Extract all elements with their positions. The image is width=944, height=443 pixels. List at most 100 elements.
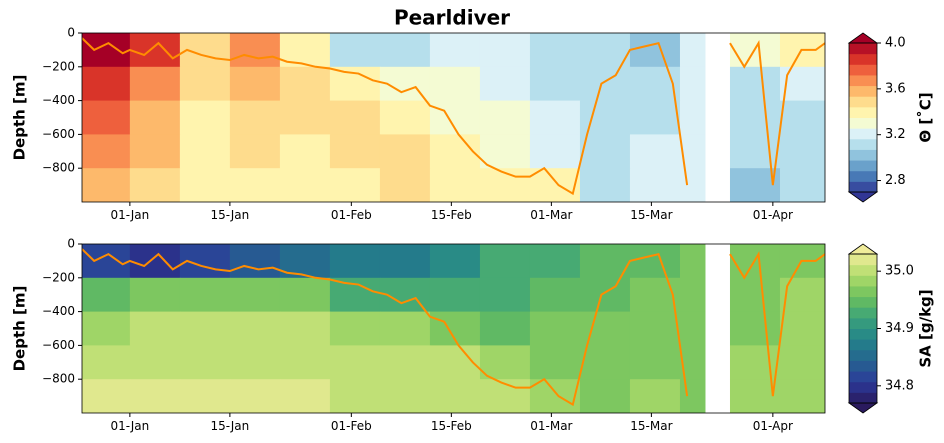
heat-cell xyxy=(579,345,631,380)
plot-frame xyxy=(81,32,826,203)
heat-cell xyxy=(529,345,581,380)
colorbar-step xyxy=(849,128,877,140)
heat-cell xyxy=(179,168,231,202)
heat-cell xyxy=(679,244,706,279)
heat-cell xyxy=(629,134,681,169)
heat-cell xyxy=(579,134,631,169)
heat-cell xyxy=(279,66,331,102)
heat-cell xyxy=(179,134,231,169)
heat-cell xyxy=(379,311,431,346)
heat-cell xyxy=(779,277,825,313)
colorbar-step xyxy=(849,64,877,76)
colorbar-step xyxy=(849,392,877,404)
colorbar-step xyxy=(849,96,877,108)
plot-area xyxy=(82,244,825,413)
heat-cell xyxy=(429,379,481,413)
mixed-layer-line xyxy=(82,248,689,407)
heat-cell xyxy=(679,168,706,202)
heat-cell xyxy=(729,66,781,102)
heat-cell xyxy=(82,33,131,68)
colorbar-step xyxy=(849,328,877,340)
heat-cell xyxy=(179,66,231,102)
colorbar-step xyxy=(849,85,877,97)
heat-cell xyxy=(629,345,681,380)
heat-cell xyxy=(82,100,131,135)
heat-cell xyxy=(479,100,531,135)
heat-cell xyxy=(479,33,531,68)
heat-cell xyxy=(429,66,481,102)
heat-cell xyxy=(129,33,181,68)
colorbar-tick-label: 2.8 xyxy=(885,173,906,188)
colorbar-step xyxy=(849,339,877,351)
colorbar-tick-label: 3.6 xyxy=(885,81,906,96)
heat-cell xyxy=(279,168,331,202)
heat-cell xyxy=(629,311,681,346)
heat-cell xyxy=(529,134,581,169)
heat-cell xyxy=(379,345,431,380)
heat-cell xyxy=(279,100,331,135)
heat-cell xyxy=(579,168,631,202)
heat-cell xyxy=(379,244,431,279)
heat-cell xyxy=(229,33,281,68)
colorbar-step xyxy=(849,317,877,329)
y-tick-label: 0 xyxy=(67,237,75,251)
heat-cell xyxy=(229,345,281,380)
heat-cell xyxy=(629,100,681,135)
colorbar-step xyxy=(849,307,877,319)
heat-cell xyxy=(82,244,131,279)
plot-frame xyxy=(81,243,826,414)
heat-cell xyxy=(379,168,431,202)
colorbar-step xyxy=(849,53,877,65)
mixed-layer-line xyxy=(729,251,825,397)
heat-cell xyxy=(82,311,131,346)
heat-cell xyxy=(679,100,706,135)
heat-cell xyxy=(329,345,381,380)
heat-cell xyxy=(329,134,381,169)
y-tick-label: −400 xyxy=(42,93,75,107)
colorbar-step xyxy=(849,74,877,87)
heat-cell xyxy=(279,134,331,169)
colorbar-step xyxy=(849,138,877,150)
heat-cell xyxy=(179,379,231,413)
heat-cell xyxy=(129,345,181,380)
heat-cell xyxy=(82,168,131,202)
heat-cell xyxy=(729,311,781,346)
heat-cell xyxy=(629,33,681,68)
x-tick-label: 15-Jan xyxy=(211,419,250,433)
colorbar-extend-bottom xyxy=(847,402,879,414)
heat-cell xyxy=(579,33,631,68)
y-tick-label: −400 xyxy=(42,304,75,318)
colorbar-frame xyxy=(848,42,878,193)
heat-cell xyxy=(779,345,825,380)
heat-cell xyxy=(779,100,825,135)
heat-cell xyxy=(729,345,781,380)
heat-cell xyxy=(729,277,781,313)
heat-cell xyxy=(679,379,706,413)
heat-cell xyxy=(479,277,531,313)
mixed-layer-line xyxy=(82,37,689,196)
heat-cell xyxy=(329,100,381,135)
heat-cell xyxy=(529,168,581,202)
colorbar-step xyxy=(849,285,877,298)
chart-title: Pearldiver xyxy=(394,6,510,30)
heat-cell xyxy=(579,244,631,279)
heat-cell xyxy=(529,66,581,102)
heat-cell xyxy=(229,66,281,102)
colorbar-step xyxy=(849,275,877,287)
colorbar-step xyxy=(849,381,877,393)
x-tick-label: 15-Feb xyxy=(431,419,472,433)
colorbar-tick-label: 4.0 xyxy=(885,36,906,51)
y-tick-label: −600 xyxy=(42,338,75,352)
heat-cell xyxy=(479,244,531,279)
heat-cell xyxy=(379,134,431,169)
heat-cell xyxy=(279,379,331,413)
heat-cell xyxy=(629,168,681,202)
x-tick-label: 01-Jan xyxy=(110,208,149,222)
heat-cell xyxy=(329,277,381,313)
colorbar-step xyxy=(849,160,877,172)
heat-cell xyxy=(529,244,581,279)
colorbar-tick-label: 34.8 xyxy=(885,378,914,393)
heat-cell xyxy=(229,244,281,279)
heat-cell xyxy=(279,345,331,380)
